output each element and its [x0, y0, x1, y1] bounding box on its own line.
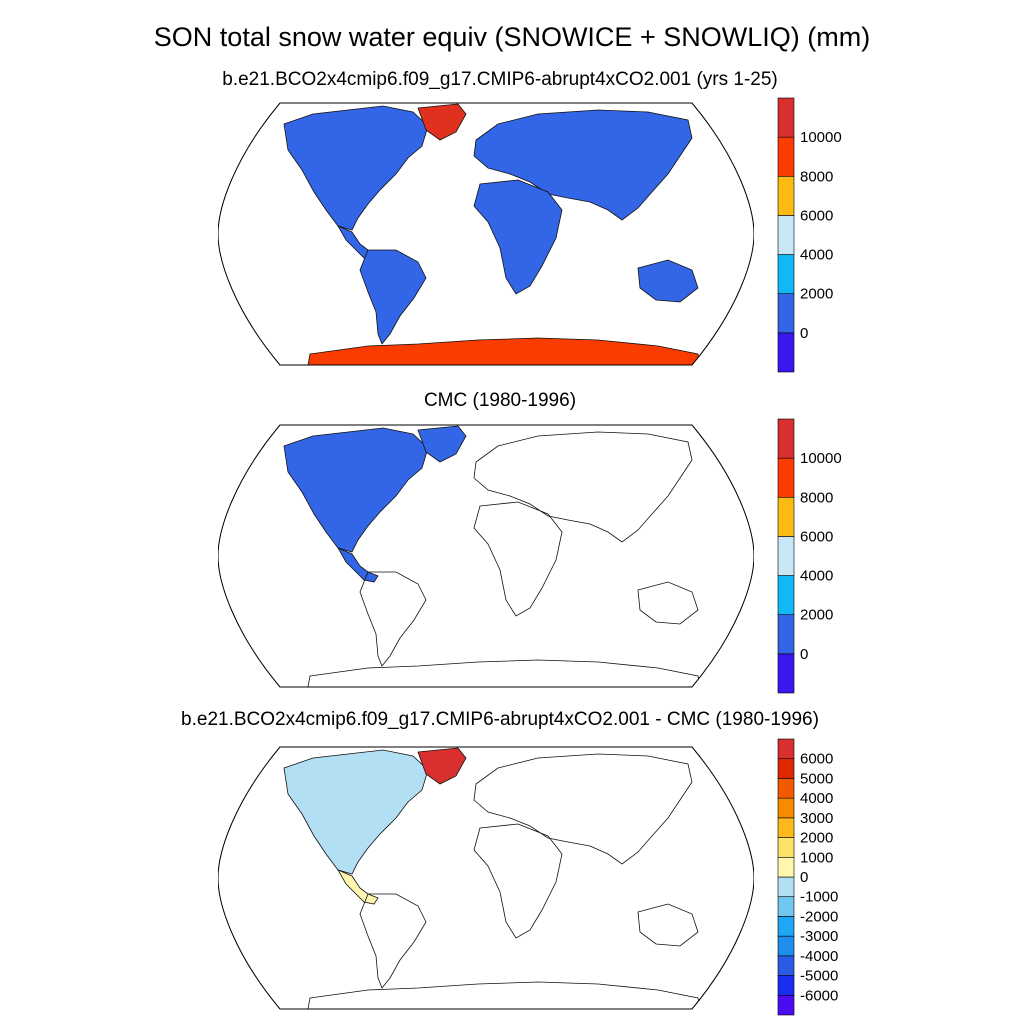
antarctica-landmass: [307, 337, 701, 365]
colorbar-box: [777, 856, 795, 878]
colorbar-label: -6000: [800, 987, 838, 1004]
greenland-landmass: [417, 747, 467, 785]
colorbar-box: [777, 876, 795, 898]
namerica-landmass: [283, 427, 429, 553]
map-outline: [218, 746, 754, 1010]
namerica-landmass: [283, 105, 429, 231]
map-outline: [218, 102, 754, 366]
colorbar-panel-2: 0 2000 4000 6000 8000 10000: [777, 418, 842, 694]
map-panel-3: [218, 746, 754, 1010]
colorbar-box: [777, 457, 795, 498]
colorbar-label: 8000: [800, 489, 833, 506]
colorbar-label: 10000: [800, 129, 842, 146]
colorbar-box: [777, 575, 795, 616]
camerica-landmass: [337, 869, 379, 905]
antarctica-landmass: [307, 659, 701, 687]
eurasia-landmass: [473, 431, 693, 543]
map-outline: [218, 424, 754, 688]
colorbar-label: -4000: [800, 948, 838, 965]
samerica-landmass: [359, 893, 427, 989]
colorbar-label: 8000: [800, 168, 833, 185]
colorbar-box: [777, 97, 795, 138]
colorbar-box: [777, 136, 795, 177]
colorbar-label: -1000: [800, 889, 838, 906]
map-panel-1: [218, 102, 754, 366]
colorbar-label: 6000: [800, 207, 833, 224]
colorbar-label: 4000: [800, 247, 833, 264]
colorbar-label: 2000: [800, 286, 833, 303]
colorbar-box: [777, 175, 795, 216]
colorbar-box: [777, 738, 795, 760]
main-title: SON total snow water equiv (SNOWICE + SN…: [153, 22, 871, 52]
colorbar-box: [777, 293, 795, 334]
africa-landmass: [473, 179, 563, 295]
eurasia-landmass: [473, 109, 693, 221]
colorbar-box: [777, 496, 795, 537]
africa-landmass: [473, 501, 563, 617]
colorbar-label: 2000: [800, 607, 833, 624]
colorbar-label: 0: [800, 325, 808, 342]
colorbar-box: [777, 975, 795, 996]
australia-landmass: [637, 581, 699, 625]
map-panel-2: [218, 424, 754, 688]
australia-landmass: [637, 903, 699, 947]
colorbar-label: 10000: [800, 450, 842, 467]
colorbar-label: 0: [800, 646, 808, 663]
colorbar-box: [777, 254, 795, 295]
camerica-landmass: [337, 547, 379, 583]
colorbar-box: [777, 614, 795, 655]
colorbar-box: [777, 653, 795, 694]
colorbar-box: [777, 215, 795, 255]
colorbar-label: 0: [800, 869, 808, 886]
greenland-landmass: [417, 103, 467, 141]
colorbar-box: [777, 837, 795, 858]
colorbar-label: 4000: [800, 790, 833, 807]
colorbar-box: [777, 896, 795, 917]
panel-1-title: b.e21.BCO2x4cmip6.f09_g17.CMIP6-abrupt4x…: [222, 69, 778, 90]
panel-2-title: CMC (1980-1996): [423, 390, 577, 411]
samerica-landmass: [359, 249, 427, 345]
colorbar-label: 2000: [800, 830, 833, 847]
colorbar-box: [777, 797, 795, 819]
colorbar-box: [777, 935, 795, 957]
colorbar-panel-1: 0 2000 4000 6000 8000 10000: [777, 97, 842, 373]
greenland-landmass: [417, 425, 467, 463]
colorbar-box: [777, 955, 795, 976]
namerica-landmass: [283, 749, 429, 875]
colorbar-label: 1000: [800, 849, 833, 866]
panel-3-title: b.e21.BCO2x4cmip6.f09_g17.CMIP6-abrupt4x…: [181, 709, 819, 730]
eurasia-landmass: [473, 753, 693, 865]
samerica-landmass: [359, 571, 427, 667]
colorbar-box: [777, 778, 795, 799]
colorbar-box: [777, 332, 795, 373]
colorbar-label: -5000: [800, 968, 838, 985]
colorbar-label: 6000: [800, 751, 833, 768]
colorbar-box: [777, 418, 795, 459]
colorbar-label: 4000: [800, 568, 833, 585]
australia-landmass: [637, 259, 699, 303]
colorbar-box: [777, 536, 795, 576]
antarctica-landmass: [307, 981, 701, 1009]
colorbar-box: [777, 817, 795, 838]
colorbar-box: [777, 758, 795, 779]
colorbar-label: 5000: [800, 770, 833, 787]
colorbar-label: -3000: [800, 928, 838, 945]
colorbar-label: 6000: [800, 528, 833, 545]
colorbar-box: [777, 994, 795, 1016]
colorbar-box: [777, 916, 795, 937]
colorbar-panel-3: -6000 -5000 -4000 -3000 -2000 -1000 0 1000 2000 3…: [777, 738, 838, 1016]
colorbar-label: 3000: [800, 810, 833, 827]
colorbar-label: -2000: [800, 908, 838, 925]
africa-landmass: [473, 823, 563, 939]
